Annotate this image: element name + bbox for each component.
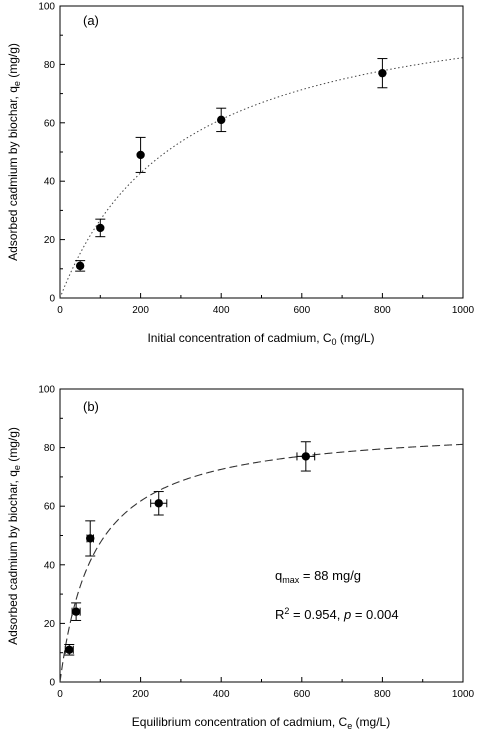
x-tick-label: 200 (132, 689, 149, 700)
y-tick-label: 20 (44, 235, 56, 246)
plot-frame (59, 388, 464, 683)
data-point-group (95, 218, 106, 238)
y-tick-label: 60 (44, 118, 56, 129)
data-point (378, 68, 387, 78)
x-tick-label: 0 (57, 305, 63, 316)
axis-ticks: 0 200 400 600 800 1000 0 20 40 60 80 100 (38, 385, 474, 701)
x-tick-label: 1000 (452, 305, 475, 316)
data-point (301, 452, 311, 461)
annotation-qmax: qmax = 88 mg/g (275, 568, 361, 585)
data-points (64, 441, 316, 656)
data-point-group (216, 107, 227, 133)
x-tick-label: 800 (374, 305, 391, 316)
chart-panel-a: 0 200 400 600 800 1000 0 20 40 60 80 100 (a) Initia… (6, 2, 475, 348)
x-tick-label: 800 (374, 689, 391, 700)
panel-label: (a) (83, 13, 99, 28)
data-point (154, 499, 163, 508)
data-point (217, 115, 226, 125)
x-axis-title: Equilibrium concentration of cadmium, Ce… (132, 715, 390, 731)
x-tick-label: 1000 (452, 689, 475, 700)
y-tick-label: 20 (44, 619, 56, 630)
data-point (71, 607, 81, 616)
y-tick-label: 80 (44, 60, 56, 71)
data-point (65, 645, 74, 654)
y-axis-title: Adsorbed cadmium by biochar, qe (mg/g) (6, 427, 22, 645)
data-point (75, 261, 85, 271)
fit-curve (59, 57, 464, 299)
fit-curve (59, 443, 464, 683)
data-point-group (85, 520, 96, 557)
data-point-group (296, 441, 316, 472)
data-point (86, 534, 95, 543)
y-tick-label: 100 (38, 385, 55, 396)
y-tick-label: 60 (44, 502, 56, 513)
data-point-group (150, 491, 168, 516)
x-tick-label: 200 (132, 305, 149, 316)
data-point-group (64, 643, 75, 656)
data-point (136, 150, 145, 160)
data-point (96, 223, 105, 233)
axis-ticks: 0 200 400 600 800 1000 0 20 40 60 80 100 (38, 2, 474, 317)
y-tick-label: 40 (44, 177, 56, 188)
annotation-fit-stats: R2 = 0.954, p = 0.004 (275, 606, 399, 622)
y-tick-label: 80 (44, 443, 56, 454)
y-axis-title: Adsorbed cadmium by biochar, qe (mg/g) (6, 43, 22, 261)
data-point-group (75, 260, 86, 272)
y-tick-label: 0 (49, 294, 55, 305)
x-tick-label: 400 (213, 305, 230, 316)
y-tick-label: 40 (44, 560, 56, 571)
plot-frame (59, 5, 464, 299)
data-point-group (135, 136, 146, 173)
y-tick-label: 0 (49, 678, 55, 689)
data-points (75, 58, 388, 272)
data-point-group (377, 58, 388, 89)
x-tick-label: 600 (293, 305, 310, 316)
y-tick-label: 100 (38, 2, 55, 13)
x-tick-label: 600 (293, 689, 310, 700)
x-axis-title: Initial concentration of cadmium, C0 (mg… (147, 331, 374, 347)
chart-panel-b: 0 200 400 600 800 1000 0 20 40 60 80 100 (b) qmax =… (6, 385, 475, 732)
panel-label: (b) (83, 399, 99, 414)
x-tick-label: 0 (57, 689, 63, 700)
x-tick-label: 400 (213, 689, 230, 700)
data-point-group (71, 602, 82, 621)
